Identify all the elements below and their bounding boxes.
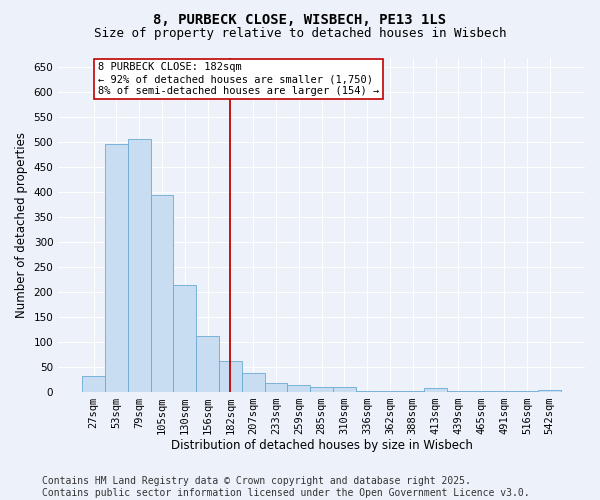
X-axis label: Distribution of detached houses by size in Wisbech: Distribution of detached houses by size …: [170, 440, 473, 452]
Bar: [538, 390, 561, 392]
Text: Size of property relative to detached houses in Wisbech: Size of property relative to detached ho…: [94, 28, 506, 40]
Bar: [128, 139, 151, 392]
Bar: [219, 360, 242, 392]
Bar: [333, 386, 356, 392]
Bar: [173, 286, 196, 392]
Y-axis label: Number of detached properties: Number of detached properties: [15, 132, 28, 318]
Bar: [287, 385, 310, 392]
Text: 8, PURBECK CLOSE, WISBECH, PE13 1LS: 8, PURBECK CLOSE, WISBECH, PE13 1LS: [154, 12, 446, 26]
Bar: [424, 388, 447, 392]
Bar: [82, 376, 105, 392]
Text: 8 PURBECK CLOSE: 182sqm
← 92% of detached houses are smaller (1,750)
8% of semi-: 8 PURBECK CLOSE: 182sqm ← 92% of detache…: [98, 62, 379, 96]
Bar: [151, 194, 173, 392]
Bar: [105, 144, 128, 392]
Bar: [242, 372, 265, 392]
Bar: [310, 387, 333, 392]
Bar: [265, 383, 287, 392]
Text: Contains HM Land Registry data © Crown copyright and database right 2025.
Contai: Contains HM Land Registry data © Crown c…: [42, 476, 530, 498]
Bar: [447, 390, 470, 392]
Bar: [196, 336, 219, 392]
